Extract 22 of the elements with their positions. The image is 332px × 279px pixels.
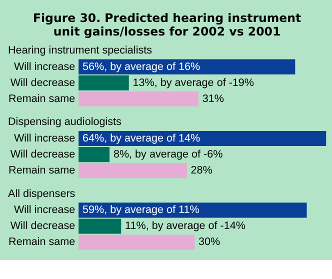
y-tick-label: Remain same <box>8 92 76 105</box>
chart-title: Figure 30. Predicted hearing instrument unit gains/losses for 2002 vs 2001 <box>32 10 302 39</box>
chart-subtitle: Hearing instrument specialists <box>8 44 153 56</box>
y-tick-label: Will increase <box>14 204 76 216</box>
chart-subtitle: Dispensing audiologists <box>8 116 122 128</box>
data-label: 13%, by average of -19% <box>132 76 254 89</box>
data-label: 31% <box>202 92 224 105</box>
data-label: 59%, by average of 11% <box>82 204 200 216</box>
y-tick-label: Will decrease <box>10 148 76 161</box>
data-label: 64%, by average of 14% <box>82 132 201 144</box>
chart-subtitle: All dispensers <box>8 188 76 200</box>
y-tick-label: Remain same <box>8 236 76 248</box>
data-label: 11%, by average of -14% <box>125 220 246 232</box>
data-label: 56%, by average of 16% <box>82 60 201 73</box>
data-label: 28% <box>190 164 213 177</box>
data-label: 8%, by average of -6% <box>113 148 224 161</box>
y-tick-label: Will decrease <box>10 220 76 232</box>
data-label: 30% <box>198 236 221 248</box>
y-tick-label: Will increase <box>14 132 76 144</box>
y-tick-label: Will increase <box>14 60 76 73</box>
y-tick-label: Remain same <box>8 164 76 177</box>
y-tick-label: Will decrease <box>10 76 76 89</box>
